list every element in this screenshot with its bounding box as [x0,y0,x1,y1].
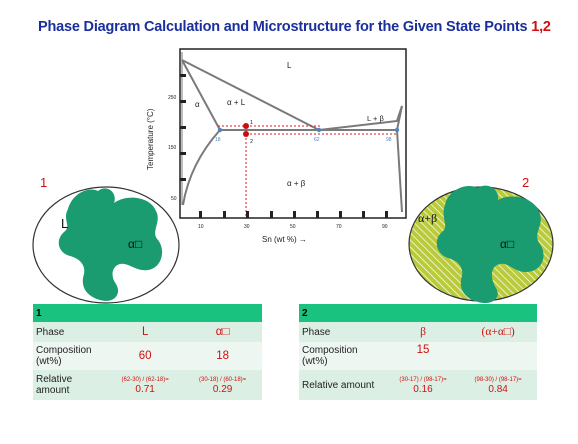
x-axis-ticks [199,211,388,218]
x-tick-10: 10 [198,224,204,230]
table2-phase-a: β [386,322,460,342]
micro1-liquid-label: L [61,216,68,231]
table1-phase-label: Phase [33,322,108,342]
table2-comp-a: 15 [386,342,460,370]
table2-rel-value-b: 0.84 [488,383,508,395]
title-points: 1,2 [531,19,551,35]
state-point-1-label: 1 [250,120,253,126]
table1-rel-label2: amount [36,385,70,396]
liquidus-left-line [181,59,320,131]
y-axis-label: Temperature (°C) [146,108,155,170]
micro1-alpha-grain [58,188,163,301]
table1-phase-row: Phase L α□ [33,322,262,342]
comp-label-18: 18 [215,137,221,143]
table2-comp-b [459,342,537,370]
table1-phase-a: L [107,322,184,342]
table1-rel-formula-b: (30-18) / (60-18)= [199,376,247,383]
table2-phase-b: (α+α□) [459,322,537,342]
x-axis-label: Sn (wt %) → [262,235,307,244]
table1-comp-label: Composition [36,345,92,356]
table1-comp-b: 18 [183,342,262,370]
solvus-left-line [182,129,221,206]
region-alpha-beta: α + β [287,179,306,188]
table2-phase-row: Phase β (α+α□) [299,322,537,342]
phase-diagram: 250 150 50 10 30 50 70 90 Sn (wt %) → Te… [146,48,407,244]
table2-rel-formula-a: (30-17) / (98-17)= [399,376,447,383]
state-point-2-label: 2 [250,139,253,145]
marker-62 [316,127,322,133]
phase-boundaries [181,52,403,213]
marker-98 [394,127,400,133]
micro2-matrix-label: α+β [418,211,437,225]
x-tick-90: 90 [382,224,388,230]
x-tick-50: 50 [290,224,296,230]
state-point-2 [243,131,249,137]
table2-rel-formula-b: (98-30) / (98-17)= [474,376,522,383]
region-liquid: L [287,61,292,70]
solidus-left-line [181,59,221,131]
region-liquid-beta: L + β [367,114,384,123]
table2-comp-unit: (wt%) [302,356,328,367]
composition-markers [217,127,400,133]
table2-comp-label: Composition [302,345,358,356]
comp-label-62: 62 [314,137,320,143]
x-tick-70: 70 [336,224,342,230]
micro1-number: 1 [40,175,47,190]
state-guides [218,125,397,218]
table1-rel-value-a: 0.71 [135,383,155,395]
table2-relative-row: Relative amount (30-17) / (98-17)= 0.16 … [299,370,537,400]
state-point-1 [243,123,249,129]
table1-comp-unit: (wt%) [36,356,62,367]
microstructure-2: 2 α+β α□ [408,175,554,304]
table2-header: 2 [299,304,387,322]
microstructure-1: 1 L α□ [32,175,180,304]
micro2-number: 2 [522,175,529,190]
region-alpha-liquid: α + L [227,98,246,107]
table-state-2: 2 Phase β (α+α□) Composition (wt%) 15 Re… [299,304,537,400]
table1-header-row: 1 [33,304,262,322]
table1-header: 1 [33,304,108,322]
table-state-1: 1 Phase L α□ Composition (wt%) 60 18 Rel… [33,304,262,400]
y-tick-50: 50 [171,196,177,202]
page-title: Phase Diagram Calculation and Microstruc… [38,19,551,35]
table1-comp-a: 60 [107,342,184,370]
table1-rel-label: Relative [36,374,73,385]
table1-relative-row: Relative amount (62-30) / (62-18)= 0.71 … [33,370,262,400]
micro1-alpha-label: α□ [128,237,142,251]
table2-composition-row: Composition (wt%) 15 [299,342,537,370]
y-tick-250: 250 [168,95,177,101]
table2-phase-label: Phase [299,322,387,342]
micro2-alpha-grain [436,185,544,304]
region-alpha: α [195,100,200,109]
table2-header-row: 2 [299,304,537,322]
table1-rel-value-b: 0.29 [212,383,233,395]
table1-composition-row: Composition (wt%) 60 18 [33,342,262,370]
table1-phase-b: α□ [183,322,262,342]
table2-rel-label: Relative amount [299,370,387,400]
y-axis-ticks [180,74,186,181]
title-text: Phase Diagram Calculation and Microstruc… [38,19,528,35]
marker-18 [217,127,223,133]
x-tick-30: 30 [244,224,250,230]
table2-rel-value-a: 0.16 [413,383,433,395]
table1-rel-formula-a: (62-30) / (62-18)= [121,376,169,383]
comp-label-98: 98 [386,137,392,143]
plot-frame [179,48,407,219]
y-tick-150: 150 [168,145,177,151]
micro2-alpha-label: α□ [500,237,514,251]
